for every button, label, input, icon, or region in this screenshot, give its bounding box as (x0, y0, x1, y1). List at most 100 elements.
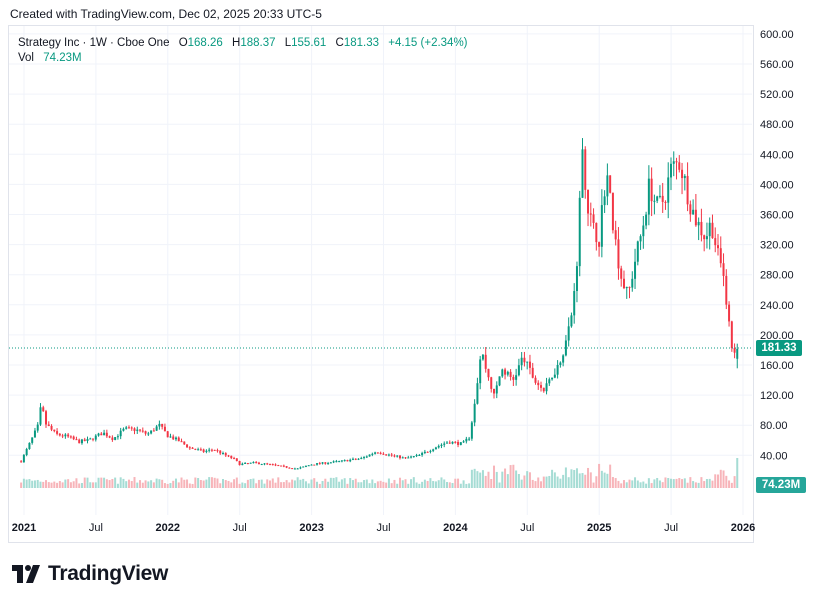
candle-body (150, 430, 153, 434)
candle-body (172, 436, 175, 440)
volume-bar (481, 470, 484, 488)
volume-bar (39, 481, 42, 488)
candle-body (437, 445, 440, 448)
volume-bar (584, 474, 587, 488)
volume-bar (244, 483, 247, 488)
volume-bar (628, 479, 631, 488)
candle-body (556, 364, 559, 375)
candle-body (199, 449, 202, 451)
candle-body (465, 438, 468, 442)
volume-bar (448, 482, 451, 488)
volume-bar (36, 479, 39, 488)
volume-bar (208, 477, 211, 488)
volume-bar (595, 476, 598, 488)
candle-body (127, 427, 130, 429)
brand[interactable]: TradingView (12, 561, 168, 587)
close-label: C (335, 37, 344, 49)
low-value: 155.61 (291, 37, 327, 49)
candle-body (25, 449, 28, 455)
candle-body (64, 434, 67, 437)
candle-body (67, 434, 70, 437)
volume-bar (105, 479, 108, 488)
volume-bar (221, 479, 224, 488)
volume-bar (354, 478, 357, 488)
volume-bar (528, 472, 531, 488)
candle-body (224, 453, 227, 456)
volume-label: Vol (18, 52, 34, 64)
candle-body (56, 431, 59, 434)
volume-bar (540, 481, 543, 488)
x-tick-label: 2021 (12, 522, 36, 534)
candle-body (445, 442, 448, 444)
volume-bar (437, 480, 440, 488)
volume-bar (722, 470, 725, 488)
volume-bar (440, 477, 443, 488)
volume-bar (396, 483, 399, 488)
candle-body (39, 407, 42, 425)
volume-bar (493, 465, 496, 488)
candle-body (520, 357, 523, 366)
volume-bar (219, 483, 222, 488)
volume-bar (589, 472, 592, 488)
volume-bar (150, 480, 153, 488)
volume-bar (280, 482, 283, 488)
candle-body (667, 177, 670, 203)
y-tick-label: 120.00 (760, 390, 794, 402)
candle-body (636, 241, 639, 262)
volume-bar (335, 477, 338, 488)
candle-body (155, 426, 158, 431)
candle-body (133, 428, 136, 431)
volume-bar (235, 477, 238, 488)
volume-bar (249, 478, 252, 488)
candle-body (338, 461, 341, 463)
open-label: O (178, 37, 188, 49)
volume-bar (578, 473, 581, 488)
volume-bar (374, 483, 377, 488)
candle-body (669, 163, 672, 178)
volume-bar (299, 479, 302, 488)
candle-body (94, 435, 97, 440)
candle-body (404, 457, 407, 459)
symbol-title[interactable]: Strategy Inc · 1W · Cboe One (18, 37, 170, 49)
volume-bar (94, 482, 97, 488)
candle-body (186, 444, 189, 448)
candle-body (498, 376, 501, 386)
volume-bar (504, 468, 507, 488)
volume-bar (484, 475, 487, 488)
candle-body (587, 189, 590, 214)
volume-bar (542, 476, 545, 488)
volume-bar (410, 479, 413, 488)
volume-bar (647, 478, 650, 488)
volume-bar (382, 481, 385, 488)
volume-bar (476, 471, 479, 488)
candle-body (357, 458, 360, 460)
candle-body (457, 441, 460, 445)
volume-bar (487, 471, 490, 488)
volume-bar (260, 479, 263, 488)
volume-bar (338, 481, 341, 488)
candle-body (329, 462, 332, 464)
volume-bar (324, 478, 327, 488)
volume-bar (556, 476, 559, 488)
candle-body (653, 200, 656, 202)
candle-body (108, 436, 111, 438)
volume-bar (495, 471, 498, 488)
candle-body (346, 460, 349, 462)
candle-body (387, 454, 390, 456)
volume-bar (553, 472, 556, 488)
price-candles (20, 138, 739, 470)
volume-bar (564, 467, 567, 488)
volume-bar (537, 477, 540, 488)
x-tick-label: Jul (520, 522, 534, 534)
candle-body (263, 463, 266, 465)
volume-bar (47, 482, 50, 488)
candle-body (611, 192, 614, 231)
candle-body (470, 422, 473, 439)
candle-body (415, 455, 418, 457)
x-tick-label: 2025 (587, 522, 611, 534)
candle-body (708, 222, 711, 237)
volume-bar (459, 483, 462, 488)
candle-body (174, 437, 177, 440)
volume-bar (293, 480, 296, 488)
